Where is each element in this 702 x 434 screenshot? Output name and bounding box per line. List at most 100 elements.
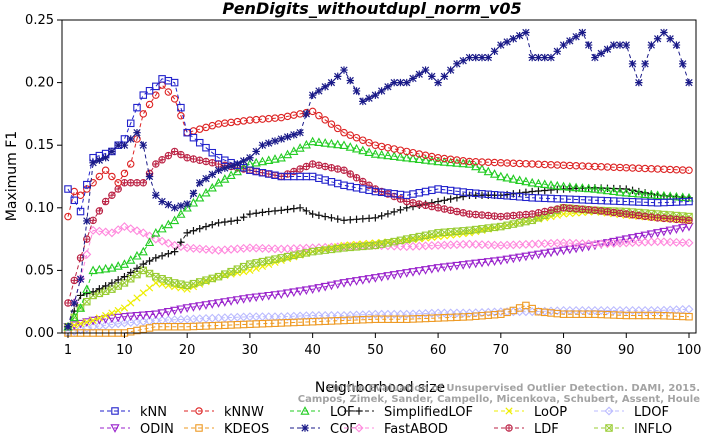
data-point-ldf [302, 162, 311, 171]
data-point-ldf [553, 205, 562, 213]
data-point-lof [508, 174, 518, 183]
data-point-odin [678, 224, 688, 233]
series-ldf [64, 147, 693, 307]
legend-item-loop: LoOP [494, 405, 567, 420]
data-point-fastabod [527, 239, 537, 249]
data-point-simplifiedlof [183, 229, 191, 237]
data-point-fastabod [483, 240, 493, 250]
data-point-ldf [101, 197, 110, 206]
data-point-ldf [64, 299, 72, 307]
data-point-fastabod [671, 237, 681, 247]
data-point-lof [289, 146, 299, 155]
series-cof [64, 28, 693, 331]
data-point-ldof [609, 305, 619, 315]
data-point-odin [521, 252, 531, 262]
data-point-fastabod [94, 226, 104, 236]
data-point-ldof [395, 309, 405, 319]
data-point-loop [152, 279, 160, 287]
data-point-ldof [370, 309, 380, 319]
data-point-fastabod [239, 243, 249, 253]
data-point-fastabod [195, 244, 205, 254]
data-point-odin [257, 292, 268, 302]
data-point-ldf [195, 156, 204, 164]
data-point-loop [352, 240, 361, 248]
data-point-odin [489, 257, 500, 266]
data-point-fastabod [82, 249, 92, 259]
data-point-loop [559, 210, 568, 218]
data-point-simplifiedlof [440, 196, 449, 204]
data-point-inflo [83, 297, 91, 306]
data-point-fastabod [552, 238, 562, 248]
data-point-simplifiedlof [221, 218, 229, 226]
data-point-odin [653, 229, 663, 238]
data-point-cof [315, 87, 323, 95]
data-point-odin [251, 293, 261, 303]
data-point-odin [144, 310, 155, 320]
legend-label: LDOF [634, 405, 669, 420]
data-point-cof [377, 87, 386, 95]
data-point-lof [113, 261, 123, 270]
data-point-cof [446, 66, 455, 74]
data-point-cof [265, 139, 273, 147]
data-point-cof [616, 41, 624, 49]
data-point-ldof [195, 314, 205, 324]
data-point-lof [483, 166, 493, 176]
data-point-ldf [465, 210, 474, 218]
data-point-simplifiedlof [541, 186, 549, 195]
data-point-odin [113, 313, 123, 323]
data-point-inflo [221, 270, 229, 278]
data-point-ldf [584, 206, 593, 214]
data-point-ldf [421, 201, 430, 210]
data-point-fastabod [546, 238, 556, 248]
data-point-lof [540, 179, 550, 189]
data-point-ldf [540, 207, 549, 216]
data-point-cof [271, 137, 279, 145]
data-point-ldof [596, 305, 606, 315]
data-point-simplifiedlof [334, 215, 342, 223]
data-point-odin [364, 275, 374, 284]
watermark-line-2: Campos, Zimek, Sander, Campello, Micenko… [298, 394, 700, 405]
data-point-lof [339, 140, 349, 149]
data-point-odin [126, 312, 136, 322]
data-point-ldof [358, 310, 368, 320]
data-point-ldof [132, 317, 142, 327]
data-point-lof [75, 303, 86, 312]
data-point-cof [409, 74, 417, 83]
y-axis-label: Maximum F1 [4, 131, 20, 221]
data-point-cof [522, 28, 530, 37]
data-point-knn [189, 133, 198, 142]
data-point-loop [76, 319, 85, 328]
data-point-cof [152, 191, 160, 199]
data-point-odin [452, 261, 462, 271]
legend-item-cof: COF [290, 422, 357, 434]
legend-label: kNNW [224, 405, 264, 420]
data-point-lof [163, 219, 173, 229]
data-point-lof [584, 183, 594, 193]
legend-label: INFLO [634, 422, 672, 434]
data-point-ldof [276, 312, 286, 322]
data-point-inflo [158, 274, 166, 283]
data-point-knnw [327, 120, 336, 128]
data-point-ldf [622, 210, 631, 218]
data-point-knnw [139, 110, 148, 118]
data-point-odin [276, 290, 286, 300]
data-point-lof [351, 143, 362, 153]
legend-item-knnw: kNNW [184, 405, 264, 420]
data-point-lof [257, 156, 268, 166]
data-point-lof [188, 197, 199, 207]
data-point-lof [565, 182, 575, 191]
data-point-lof [326, 138, 337, 148]
data-point-fastabod [471, 239, 481, 249]
data-point-ldf [296, 165, 304, 173]
data-point-odin [264, 291, 274, 301]
data-point-simplifiedlof [453, 194, 461, 202]
data-point-ldf [396, 195, 405, 203]
data-point-fastabod [276, 244, 286, 254]
data-point-inflo [164, 277, 173, 285]
data-point-knnw [114, 179, 122, 187]
data-point-cof [534, 53, 543, 62]
data-point-ldof [182, 314, 192, 324]
data-point-fastabod [646, 237, 656, 247]
y-tick-label: 0.05 [25, 263, 54, 278]
plot-area [63, 28, 694, 338]
